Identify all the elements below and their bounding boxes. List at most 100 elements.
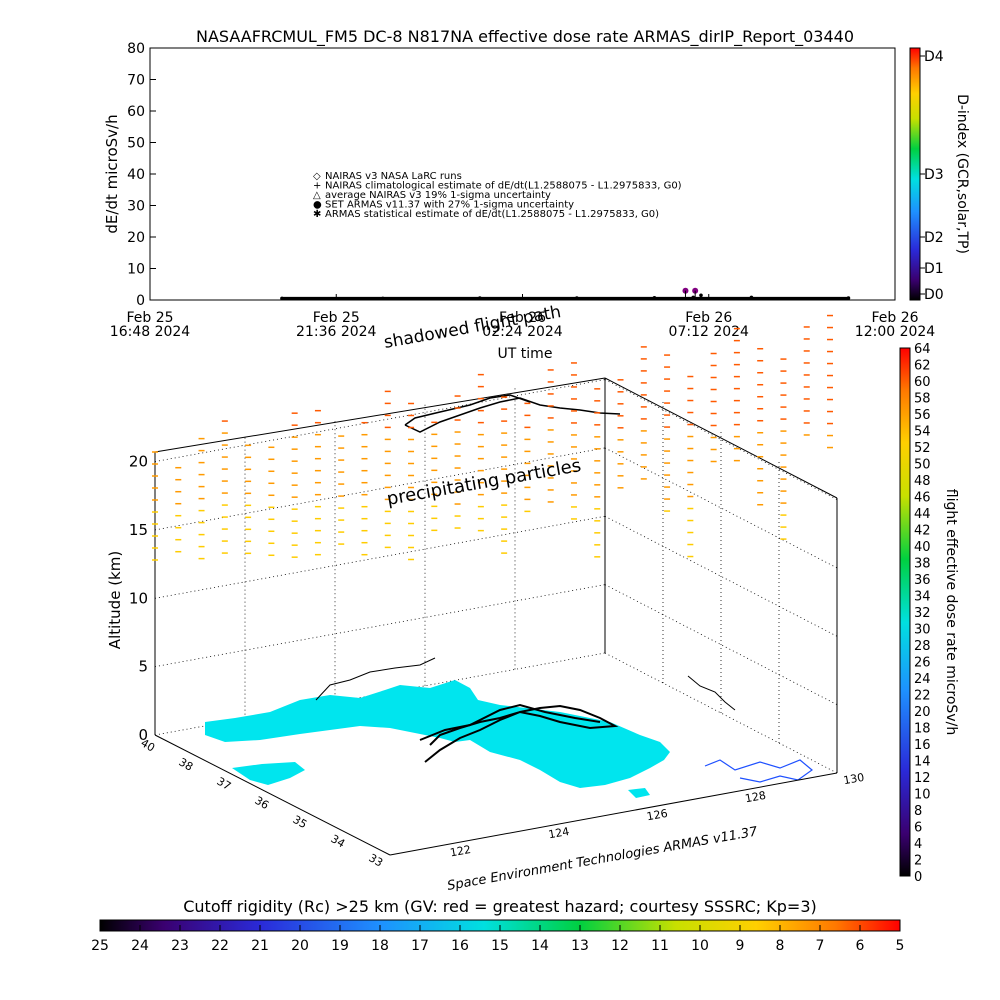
jeju-island [628, 788, 650, 798]
dose-tick-label: 16 [914, 738, 931, 753]
legend-symbol: △ [313, 190, 321, 201]
dose-tick-label: 42 [914, 524, 931, 539]
dose-tick-label: 56 [914, 408, 931, 423]
dose-tick-label: 44 [914, 507, 931, 522]
top-plot-frame [149, 47, 896, 301]
box-front [154, 734, 838, 856]
top-plot-series [280, 287, 851, 301]
latitude-tick-label: 33 [367, 851, 386, 869]
dose-colorbar-ticks: 0246810121416182022242628303234363840424… [914, 342, 931, 885]
cutoff-rigidity-tick-label: 25 [91, 938, 109, 954]
top-y-tick-label: 50 [127, 136, 145, 152]
cutoff-rigidity-tick-label: 21 [251, 938, 269, 954]
top-y-tick-label: 0 [136, 293, 145, 309]
shandong-peninsula [232, 762, 305, 785]
altitude-tick-label: 10 [129, 589, 148, 607]
cutoff-rigidity-tick-label: 10 [691, 938, 709, 954]
dose-tick-label: 12 [914, 771, 931, 786]
cutoff-rigidity-bar: Cutoff rigidity (Rc) >25 km (GV: red = g… [91, 897, 904, 954]
cutoff-rigidity-tick-label: 24 [131, 938, 149, 954]
dose-colorbar-label: flight effective dose rate microSv/h [943, 489, 959, 735]
altitude-ticks: 0 5 10 15 20 [129, 453, 148, 744]
altitude-label: Altitude (km) [106, 551, 124, 649]
japan-coast [704, 759, 813, 783]
cutoff-rigidity-tick-label: 8 [776, 938, 785, 954]
top-y-tick-label: 10 [127, 262, 145, 278]
dose-tick-label: 34 [914, 590, 931, 605]
legend-entry: SET ARMAS v11.37 with 27% 1-sigma uncert… [325, 200, 574, 211]
top-plot-xlabel: UT time [498, 346, 553, 362]
altitude-gridline-left [154, 584, 606, 668]
latitude-tick-label: 34 [329, 832, 348, 850]
cutoff-rigidity-label: Cutoff rigidity (Rc) >25 km (GV: red = g… [183, 897, 817, 916]
latitude-ticks: 40 38 37 36 35 34 33 [139, 736, 386, 869]
armas-point [478, 296, 482, 300]
chart-title: NASAAFRCMUL_FM5 DC-8 N817NA effective do… [196, 27, 854, 47]
three-d-plot: shadowed flight path precipitating parti… [106, 302, 959, 894]
d-index-tick-label: D1 [924, 261, 944, 277]
top-x-tick-date: Feb 25 [126, 310, 173, 326]
dose-tick-label: 0 [914, 870, 922, 885]
top-y-axis: 0 10 20 30 40 50 60 70 80 [127, 41, 156, 309]
top-x-tick-time: 07:12 2024 [669, 324, 750, 340]
d-index-tick-label: D3 [924, 167, 944, 183]
armas-point [846, 296, 851, 300]
cutoff-rigidity-tick-label: 15 [491, 938, 509, 954]
dose-tick-label: 10 [914, 788, 931, 803]
d-index-ticks: D0 D1 D2 D3 D4 [920, 49, 944, 303]
d-index-tick-label: D0 [924, 287, 944, 303]
altitude-track-line [404, 394, 531, 426]
dose-tick-label: 20 [914, 705, 931, 720]
cutoff-rigidity-tick-label: 17 [411, 938, 429, 954]
latitude-tick-label: 36 [253, 794, 272, 812]
cutoff-rigidity-tick-label: 14 [531, 938, 549, 954]
dose-tick-label: 48 [914, 474, 931, 489]
longitude-tick-label: 126 [646, 807, 669, 823]
ground-track [315, 657, 736, 763]
altitude-tick-label: 0 [138, 726, 148, 744]
dose-tick-label: 26 [914, 656, 931, 671]
dose-tick-label: 28 [914, 639, 931, 654]
legend-entry: average NAIRAS v3 19% 1-sigma uncertaint… [325, 190, 551, 201]
armas-point [652, 295, 657, 300]
cutoff-rigidity-tick-label: 6 [856, 938, 865, 954]
precipitating-particles [152, 314, 833, 561]
armas-point [691, 295, 696, 300]
footer-label: Space Environment Technologies ARMAS v11… [446, 824, 759, 894]
dose-tick-label: 40 [914, 540, 931, 555]
top-y-tick-label: 70 [127, 73, 145, 89]
dose-tick-label: 62 [914, 359, 931, 374]
cutoff-rigidity-tick-label: 11 [651, 938, 669, 954]
armas-point [699, 293, 703, 298]
altitude-gridline-left [154, 447, 606, 531]
d-index-tick-label: D4 [924, 49, 944, 65]
altitude-gridline-right [604, 447, 838, 569]
altitude-tick-label: 5 [138, 658, 148, 676]
latitude-tick-label: 35 [291, 813, 310, 831]
cutoff-rigidity-tick-label: 5 [896, 938, 905, 954]
dose-tick-label: 18 [914, 722, 931, 737]
dose-tick-label: 22 [914, 689, 931, 704]
top-y-tick-label: 20 [127, 230, 145, 246]
top-plot: dE/dt microSv/h 0 10 20 30 40 50 60 70 80 Feb 25… [103, 41, 970, 362]
legend-symbol: ◇ [313, 171, 321, 182]
legend-symbol: + [313, 181, 321, 192]
legend-entry: ARMAS statistical estimate of dE/dt(L1.2… [325, 209, 659, 220]
dose-tick-label: 6 [914, 821, 922, 836]
cutoff-rigidity-tick-label: 13 [571, 938, 589, 954]
top-y-tick-label: 60 [127, 104, 145, 120]
dose-tick-label: 36 [914, 573, 931, 588]
ground-track-line [424, 704, 619, 763]
ground-track-line [419, 703, 601, 741]
top-x-tick-time: 21:36 2024 [296, 324, 377, 340]
altitude-gridline-left [154, 379, 606, 462]
longitude-tick-label: 128 [744, 789, 767, 805]
latitude-tick-label: 40 [139, 736, 158, 754]
cutoff-rigidity-tick-label: 23 [171, 938, 189, 954]
armas-point [749, 295, 754, 300]
armas-point [381, 296, 385, 301]
cutoff-rigidity-tick-label: 12 [611, 938, 629, 954]
d-index-tick-label: D2 [924, 230, 944, 246]
top-plot-ylabel: dE/dt microSv/h [103, 114, 121, 233]
